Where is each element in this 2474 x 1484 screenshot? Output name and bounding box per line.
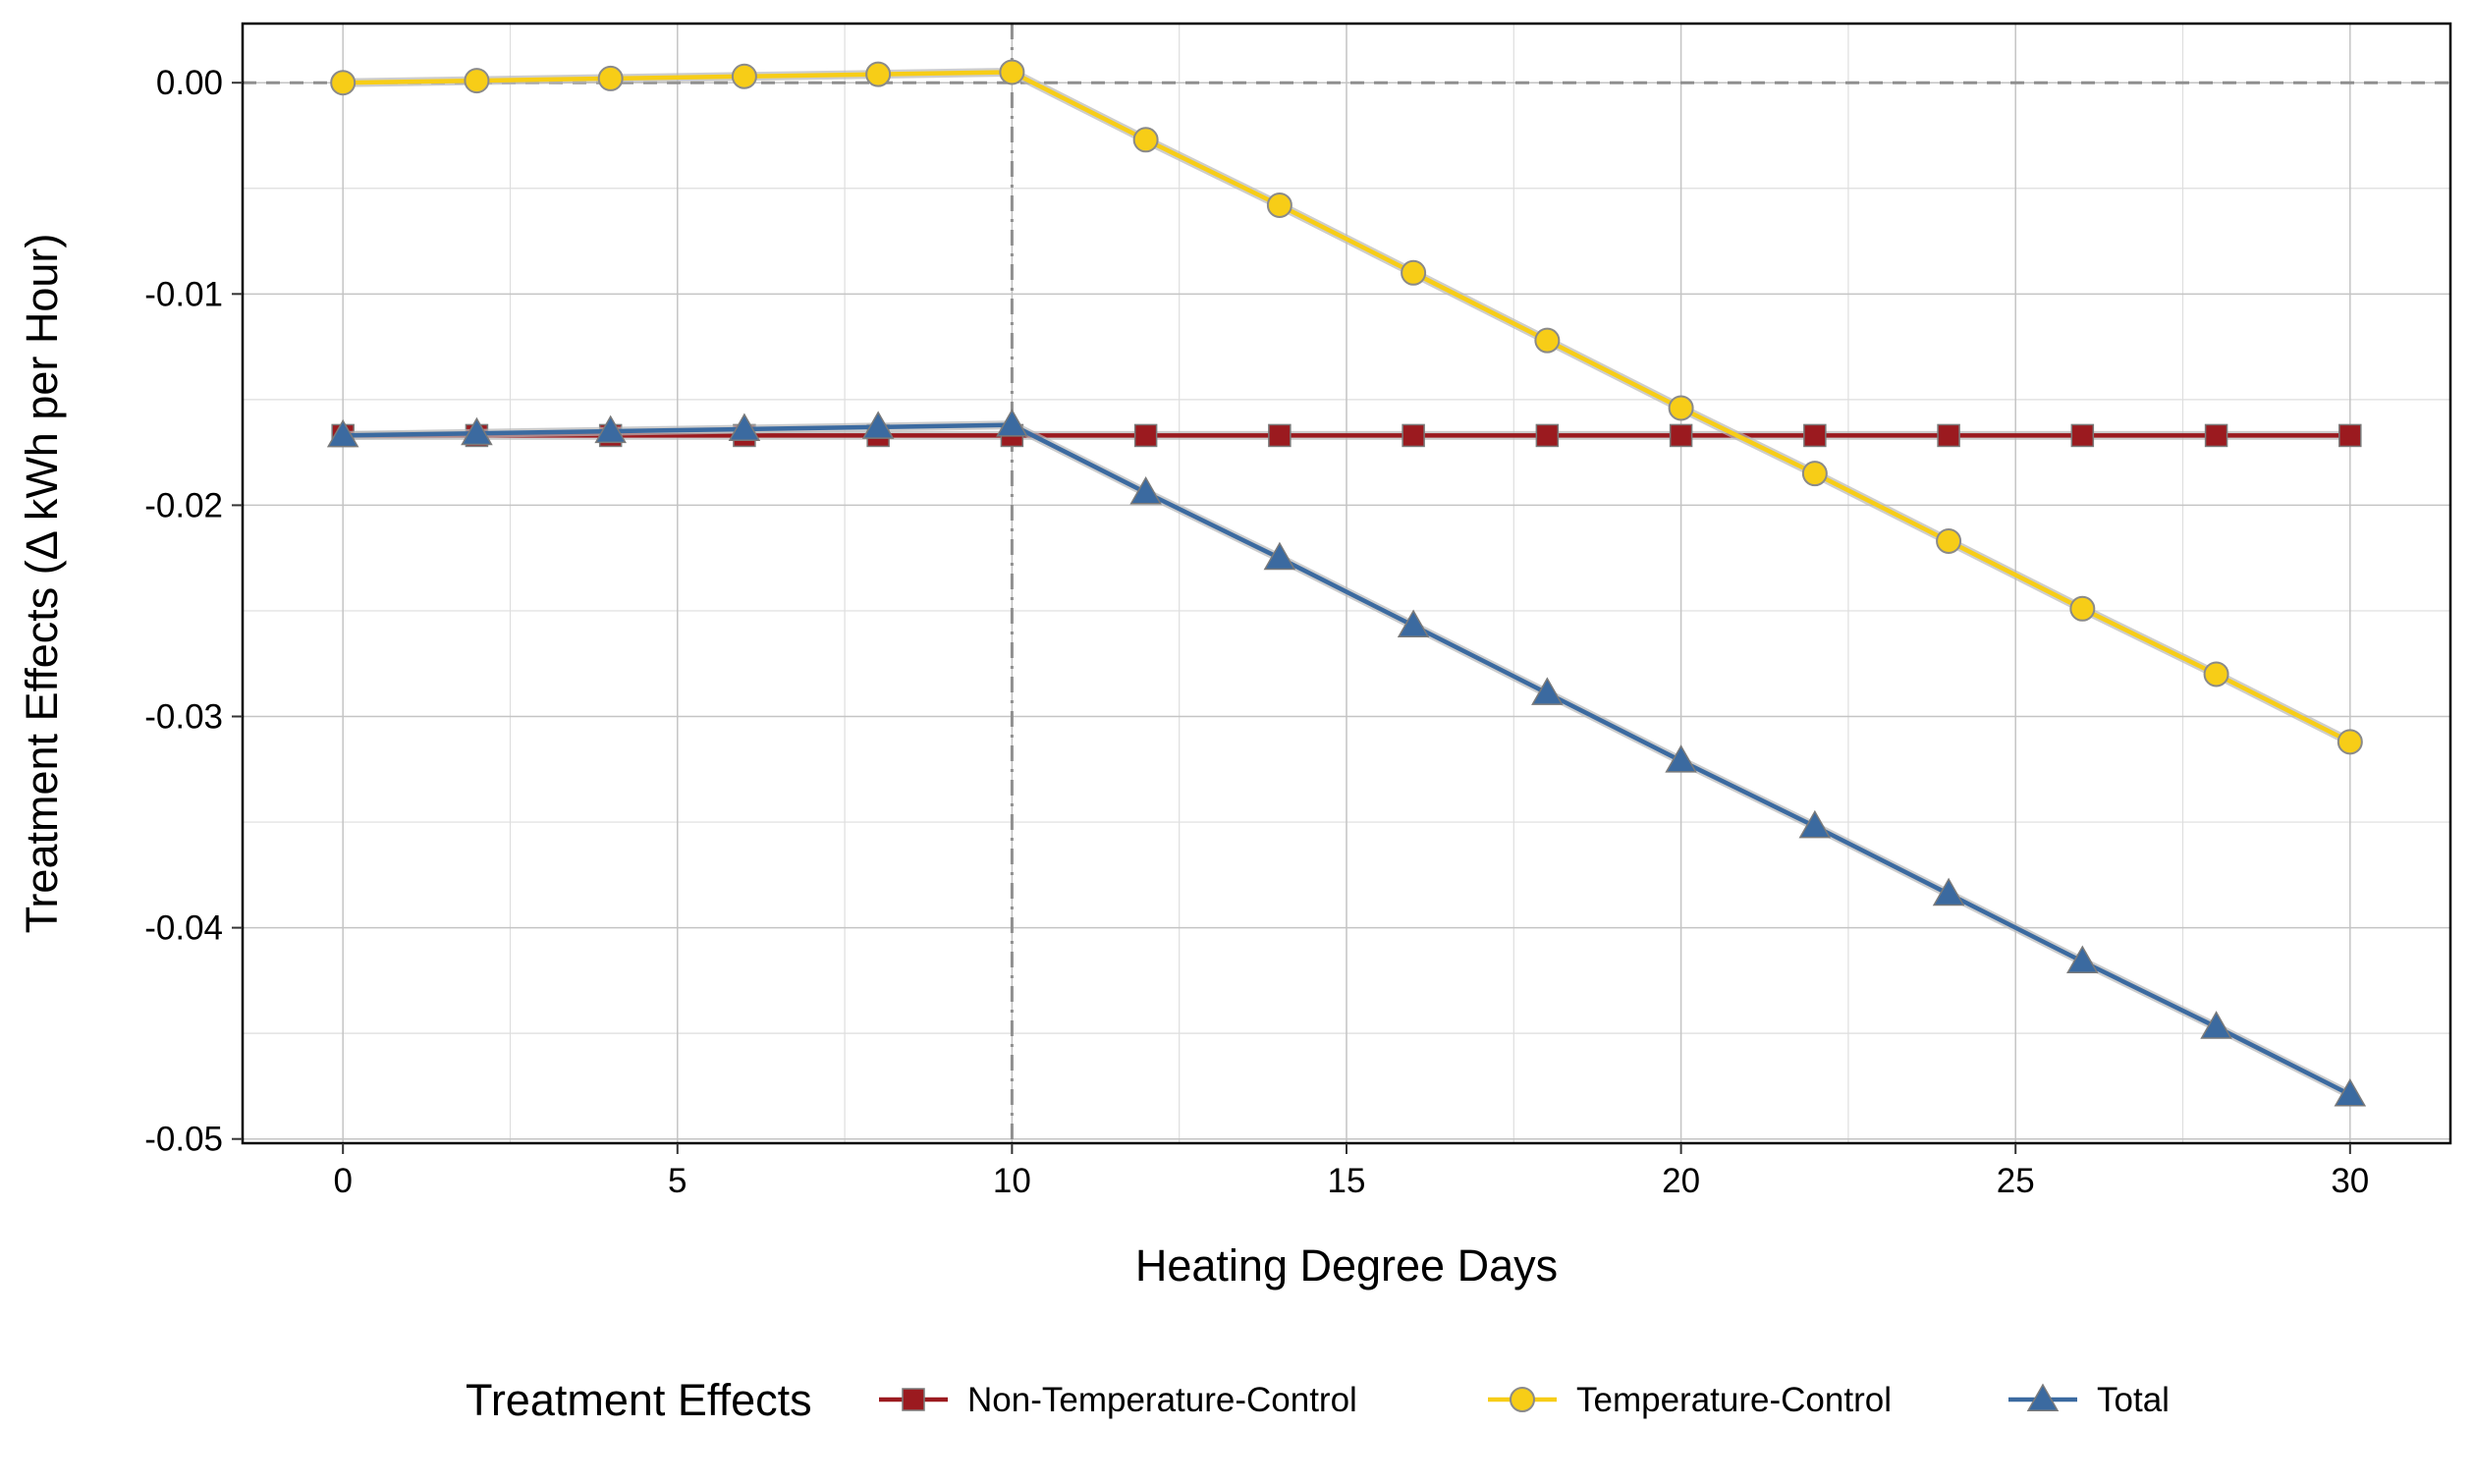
series-line bbox=[343, 422, 2351, 1097]
legend-item: Total bbox=[2008, 1381, 2170, 1419]
data-point bbox=[2203, 661, 2229, 687]
data-point bbox=[2069, 595, 2096, 622]
data-point bbox=[999, 59, 1025, 85]
x-tick-label: 25 bbox=[1997, 1162, 2035, 1200]
data-point bbox=[594, 414, 627, 444]
y-tick-label: -0.02 bbox=[144, 486, 223, 524]
series-total bbox=[326, 409, 2367, 1107]
data-point bbox=[1937, 423, 1960, 448]
legend-key-marker bbox=[1510, 1387, 1535, 1412]
legend-key-marker bbox=[2026, 1383, 2060, 1411]
x-tick-label: 5 bbox=[668, 1162, 687, 1200]
data-point bbox=[597, 65, 624, 91]
x-tick-label: 15 bbox=[1328, 1162, 1366, 1200]
axis-layer: 0 5 10 15 20 25 30 0.00 -0.01 -0.02 -0.03 -0.04 -0.0… bbox=[144, 64, 2369, 1200]
data-point bbox=[1803, 423, 1827, 448]
data-point bbox=[1798, 809, 1832, 839]
y-tick-label: -0.01 bbox=[144, 275, 223, 313]
data-point bbox=[1401, 259, 1427, 286]
legend-key-marker bbox=[902, 1388, 925, 1411]
x-tick-label: 0 bbox=[333, 1162, 352, 1200]
data-point bbox=[996, 409, 1028, 437]
x-tick-label: 30 bbox=[2331, 1162, 2369, 1200]
data-point bbox=[1535, 423, 1560, 448]
data-point bbox=[1132, 127, 1159, 153]
data-point bbox=[865, 61, 892, 87]
data-point bbox=[1932, 877, 1965, 907]
data-point bbox=[1266, 192, 1292, 218]
y-tick-label: 0.00 bbox=[156, 64, 223, 102]
data-point bbox=[2070, 423, 2095, 448]
legend-label: Total bbox=[2097, 1381, 2170, 1419]
data-point bbox=[2338, 423, 2362, 448]
data-point bbox=[330, 70, 357, 96]
data-point bbox=[1665, 744, 1697, 773]
data-point bbox=[464, 68, 490, 94]
data-point bbox=[1397, 609, 1430, 638]
data-point bbox=[2066, 945, 2099, 974]
y-axis-title: Treatment Effects (Δ kWh per Hour) bbox=[17, 234, 67, 934]
legend-item: Temperature-Control bbox=[1488, 1381, 1892, 1419]
data-point bbox=[1129, 475, 1162, 505]
y-tick-label: -0.04 bbox=[144, 909, 223, 948]
legend: Treatment Effects Non-Temperature-Contro… bbox=[466, 1375, 2170, 1425]
series-line bbox=[343, 70, 2351, 744]
data-point bbox=[731, 63, 757, 89]
data-point bbox=[326, 418, 359, 448]
legend-title: Treatment Effects bbox=[466, 1375, 812, 1425]
legend-label: Non-Temperature-Control bbox=[967, 1381, 1357, 1419]
data-point bbox=[1534, 327, 1561, 354]
data-point bbox=[1531, 677, 1564, 705]
data-point bbox=[861, 411, 895, 439]
legend-item: Non-Temperature-Control bbox=[879, 1381, 1357, 1419]
data-point bbox=[2337, 729, 2363, 755]
series-layer bbox=[326, 59, 2367, 1107]
series-temperature-control bbox=[330, 59, 2363, 755]
legend-label: Temperature-Control bbox=[1576, 1381, 1892, 1419]
data-point bbox=[1263, 541, 1296, 571]
data-point bbox=[2200, 1011, 2232, 1039]
y-tick-label: -0.03 bbox=[144, 698, 223, 737]
data-point bbox=[1268, 423, 1292, 448]
data-point bbox=[1801, 461, 1828, 487]
reference-lines bbox=[243, 24, 2450, 1143]
x-tick-label: 10 bbox=[993, 1162, 1031, 1200]
y-tick-label: -0.05 bbox=[144, 1121, 223, 1159]
x-tick-label: 20 bbox=[1662, 1162, 1700, 1200]
data-point bbox=[1133, 423, 1158, 448]
data-point bbox=[1668, 395, 1694, 421]
data-point bbox=[461, 416, 493, 446]
data-point bbox=[1936, 527, 1962, 554]
data-point bbox=[2334, 1078, 2367, 1107]
x-axis-title: Heating Degree Days bbox=[1135, 1240, 1558, 1291]
data-point bbox=[1669, 423, 1693, 448]
data-point bbox=[1402, 423, 1425, 448]
data-point bbox=[728, 412, 761, 441]
data-point bbox=[2204, 423, 2228, 448]
